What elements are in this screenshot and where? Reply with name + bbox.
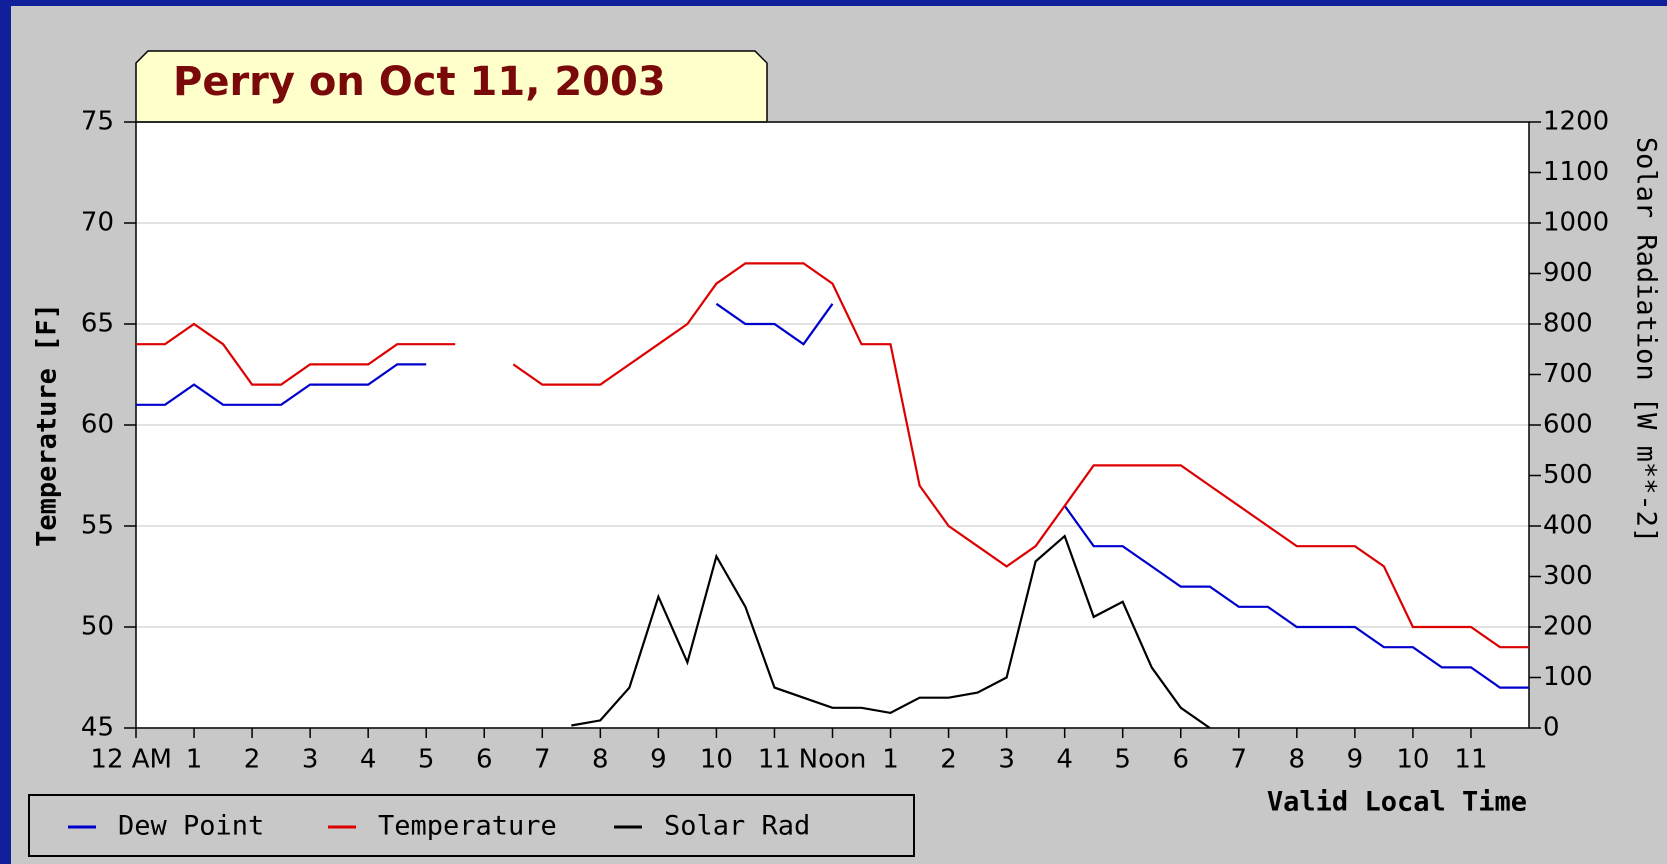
x-tick-label: 12 AM bbox=[90, 745, 172, 775]
y2-tick-label: 1000 bbox=[1543, 208, 1609, 238]
plot-border bbox=[135, 121, 1530, 729]
x-tick-label: Noon bbox=[799, 745, 867, 775]
x-tick-label: 7 bbox=[1231, 745, 1248, 775]
x-tick-label: 11 bbox=[758, 745, 791, 775]
legend bbox=[28, 794, 915, 857]
x-tick-label: 4 bbox=[1056, 745, 1073, 775]
y-tick-label: 65 bbox=[81, 309, 114, 339]
y2-tick-label: 300 bbox=[1543, 561, 1593, 591]
series-line bbox=[136, 302, 1529, 689]
y-tick-label: 45 bbox=[81, 713, 114, 743]
x-tick-label: 8 bbox=[1289, 745, 1306, 775]
x-tick-label: 4 bbox=[360, 745, 377, 775]
x-tick-label: 5 bbox=[418, 745, 435, 775]
x-tick-label: 3 bbox=[998, 745, 1015, 775]
y2-tick-label: 700 bbox=[1543, 359, 1593, 389]
x-tick-label: 7 bbox=[534, 745, 551, 775]
y2-tick-label: 900 bbox=[1543, 258, 1593, 288]
y2-tick-label: 0 bbox=[1543, 713, 1560, 743]
x-tick-label: 2 bbox=[940, 745, 957, 775]
y-tick-label: 75 bbox=[81, 107, 114, 137]
y2-tick-label: 200 bbox=[1543, 612, 1593, 642]
x-tick-label: 11 bbox=[1454, 745, 1487, 775]
x-tick-label: 2 bbox=[244, 745, 261, 775]
y2-tick-label: 500 bbox=[1543, 460, 1593, 490]
y2-tick-label: 100 bbox=[1543, 662, 1593, 692]
y-tick-label: 60 bbox=[81, 410, 114, 440]
x-tick-label: 6 bbox=[1172, 745, 1189, 775]
chart-title: Perry on Oct 11, 2003 bbox=[173, 59, 666, 105]
y2-tick-label: 400 bbox=[1543, 511, 1593, 541]
series-line bbox=[136, 262, 1529, 649]
y-axis-label: Temperature [F] bbox=[32, 303, 63, 547]
x-tick-label: 3 bbox=[302, 745, 319, 775]
x-tick-label: 6 bbox=[476, 745, 493, 775]
y2-tick-label: 800 bbox=[1543, 309, 1593, 339]
y2-tick-label: 600 bbox=[1543, 410, 1593, 440]
x-tick-label: 1 bbox=[882, 745, 899, 775]
x-tick-label: 9 bbox=[650, 745, 667, 775]
y2-tick-label: 1200 bbox=[1543, 107, 1609, 137]
x-tick-label: 9 bbox=[1347, 745, 1364, 775]
y-tick-label: 50 bbox=[81, 612, 114, 642]
y2-tick-label: 1100 bbox=[1543, 157, 1609, 187]
x-axis-label: Valid Local Time bbox=[1267, 787, 1527, 818]
x-tick-label: 8 bbox=[592, 745, 609, 775]
x-tick-label: 1 bbox=[186, 745, 203, 775]
series-line bbox=[571, 534, 1211, 729]
y-tick-label: 70 bbox=[81, 208, 114, 238]
legend-label: Dew Point bbox=[118, 811, 264, 842]
y2-axis-label: Solar Radiation [W m**-2] bbox=[1631, 137, 1662, 543]
y-tick-label: 55 bbox=[81, 511, 114, 541]
legend-label: Temperature bbox=[378, 811, 557, 842]
x-tick-label: 10 bbox=[1396, 745, 1429, 775]
legend-label: Solar Rad bbox=[664, 811, 810, 842]
x-tick-label: 5 bbox=[1114, 745, 1131, 775]
x-tick-label: 10 bbox=[700, 745, 733, 775]
